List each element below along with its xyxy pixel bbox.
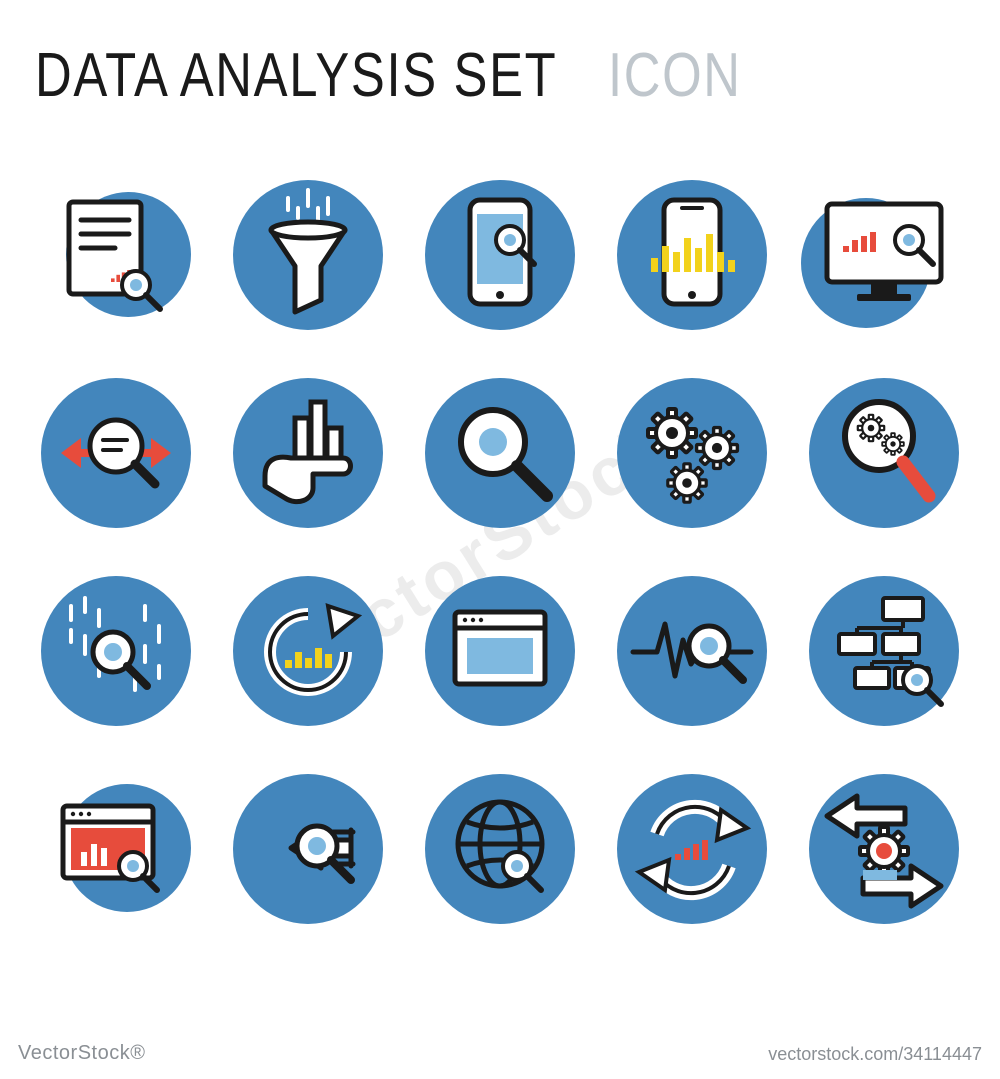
- hand-chart-icon: [233, 378, 383, 528]
- back-search-icon: [233, 774, 383, 924]
- wave-search-icon: [617, 576, 767, 726]
- icon-grid: [40, 180, 960, 924]
- refresh-bars-icon: [233, 576, 383, 726]
- gear-arrows-icon: [809, 774, 959, 924]
- gears-icon: [617, 378, 767, 528]
- title-sub: ICON: [608, 40, 742, 111]
- browser-window-icon: [425, 576, 575, 726]
- mobile-search-icon: [425, 180, 575, 330]
- document-search-icon: [41, 180, 191, 330]
- globe-search-icon: [425, 774, 575, 924]
- title-main: DATA ANALYSIS SET: [35, 40, 557, 111]
- funnel-data-icon: [233, 180, 383, 330]
- sitemap-search-icon: [809, 576, 959, 726]
- footer-brand: VectorStock®: [18, 1042, 145, 1065]
- monitor-chart-icon: [809, 180, 959, 330]
- magnifier-icon: [425, 378, 575, 528]
- mobile-bars-icon: [617, 180, 767, 330]
- cycle-bars-icon: [617, 774, 767, 924]
- page-title: DATA ANALYSIS SET ICON: [35, 40, 853, 111]
- browser-chart-icon: [41, 774, 191, 924]
- zoom-arrows-icon: [41, 378, 191, 528]
- magnifier-gears-icon: [809, 378, 959, 528]
- footer-id: vectorstock.com/34114447: [768, 1044, 982, 1065]
- binary-search-icon: [41, 576, 191, 726]
